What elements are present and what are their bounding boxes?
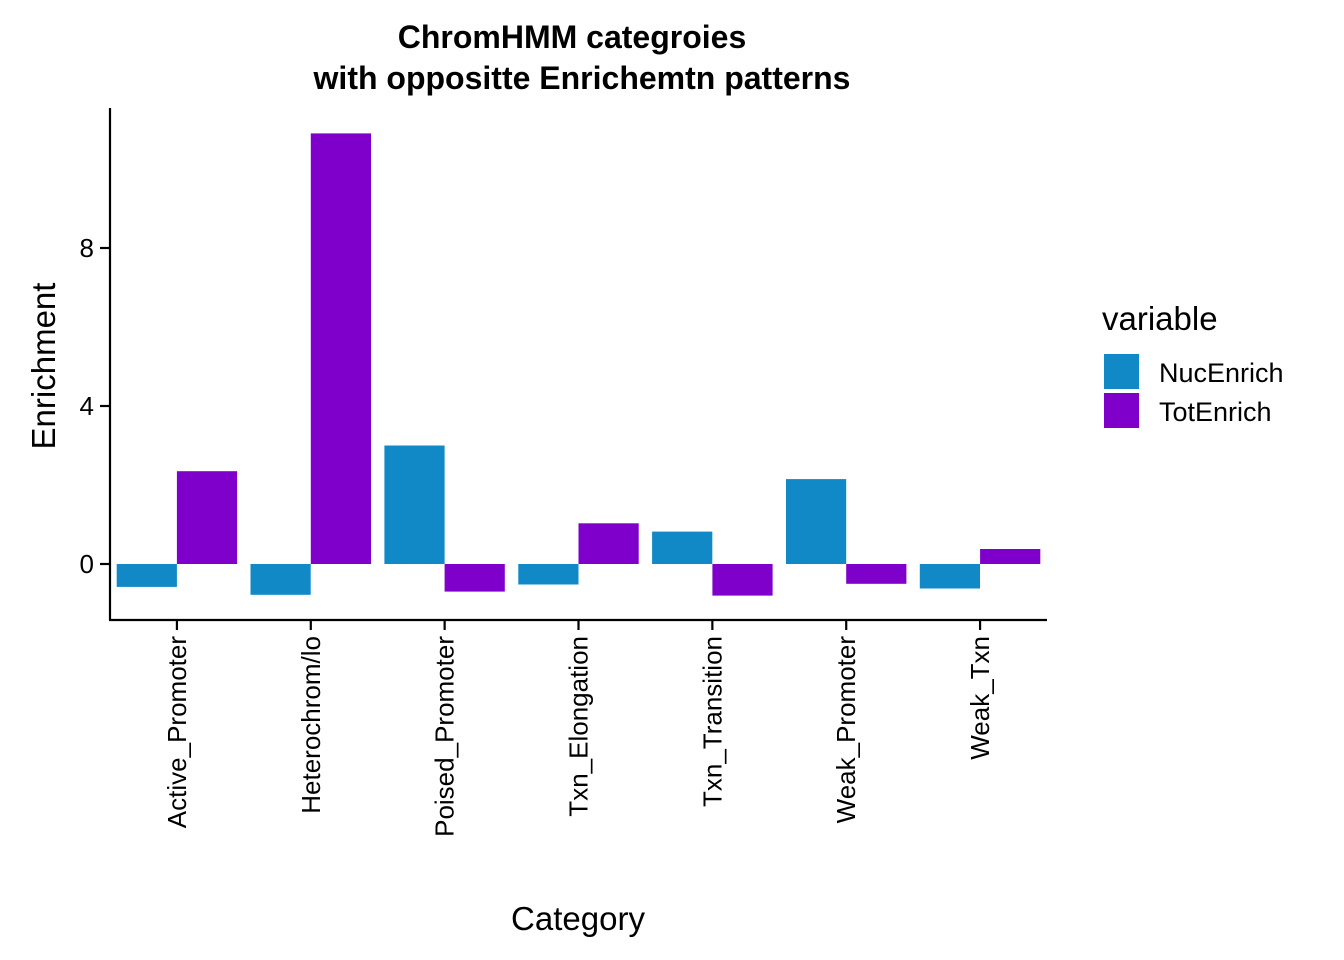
legend-label-totenrich: TotEnrich [1159,397,1272,427]
chart-title: ChromHMM categroies with oppositte Enric… [313,19,851,96]
legend-swatch-nucenrich [1104,354,1139,389]
y-tick-label-0: 0 [80,549,94,579]
x-tick-label-6: Weak_Txn [965,636,995,760]
x-tick-label-5: Weak_Promoter [831,636,861,824]
y-ticks: 0 4 8 [80,233,110,579]
legend-label-nucenrich: NucEnrich [1159,358,1284,388]
x-ticks: Active_Promoter Heterochrom/lo Poised_Prom… [162,620,995,837]
bar-totenrich-txn-elongation [578,523,639,564]
bar-nucenrich-heterochrom-lo [250,564,311,595]
bar-nucenrich-poised-promoter [384,445,445,564]
bar-nucenrich-weak-txn [919,564,980,589]
y-tick-label-4: 4 [80,391,94,421]
axes-layer [108,108,1047,622]
bar-totenrich-txn-transition [712,564,773,596]
bar-nucenrich-active-promoter [116,564,177,587]
x-tick-label-2: Poised_Promoter [430,636,460,837]
bar-totenrich-weak-txn [980,549,1041,564]
bar-totenrich-poised-promoter [444,564,505,592]
chart-title-line-2: with oppositte Enrichemtn patterns [313,60,851,96]
y-tick-label-8: 8 [80,233,94,263]
bar-nucenrich-weak-promoter [786,479,847,564]
x-axis-title: Category [511,900,645,937]
bar-nucenrich-txn-elongation [518,564,579,585]
bar-nucenrich-txn-transition [652,531,713,564]
legend-swatch-totenrich [1104,393,1139,428]
y-axis-title: Enrichment [25,283,62,450]
x-tick-label-4: Txn_Transition [697,636,727,807]
x-tick-label-1: Heterochrom/lo [296,636,326,814]
bar-totenrich-weak-promoter [846,564,907,584]
x-tick-label-3: Txn_Elongation [564,636,594,817]
bar-totenrich-active-promoter [176,471,238,564]
chart-title-line-1: ChromHMM categroies [398,19,747,55]
legend-title: variable [1102,300,1218,337]
bars-layer [116,133,1041,596]
bar-totenrich-heterochrom-lo [310,133,371,564]
x-tick-label-0: Active_Promoter [162,636,192,829]
legend: variable NucEnrich TotEnrich [1102,300,1284,428]
